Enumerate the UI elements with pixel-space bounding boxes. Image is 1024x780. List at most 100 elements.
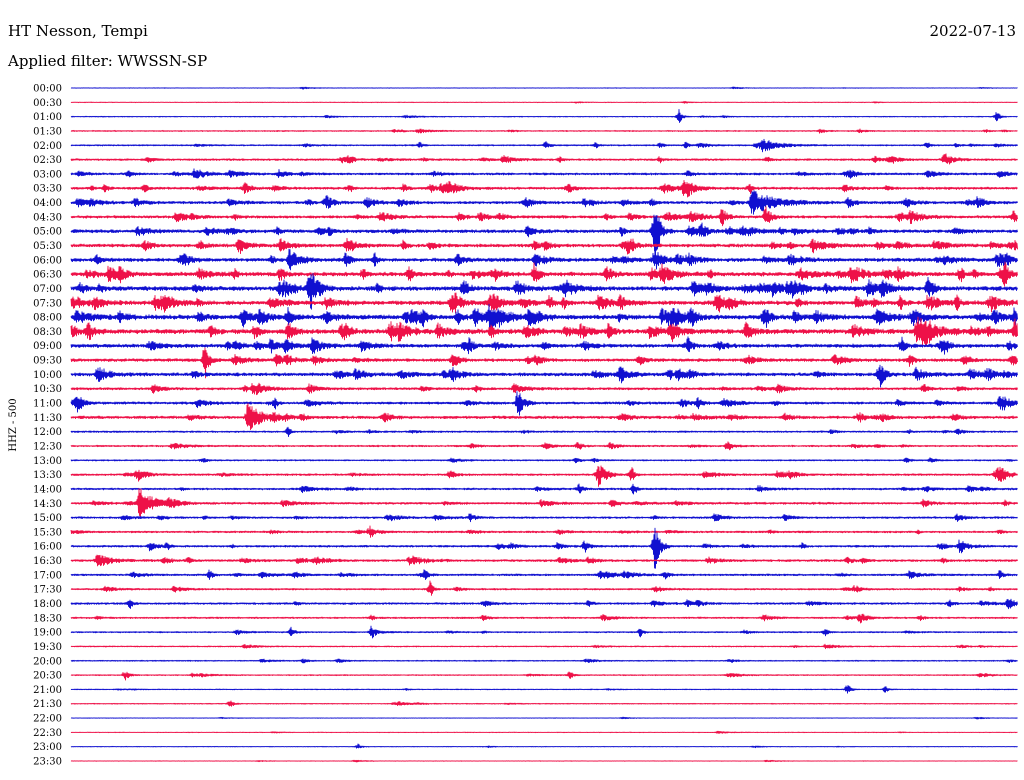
y-axis-label: HHZ - 500 — [8, 398, 19, 451]
trace-line — [70, 730, 1018, 734]
row-time-label: 15:30 — [33, 527, 62, 538]
row-time-label: 04:30 — [33, 212, 62, 223]
row-time-label: 09:00 — [33, 341, 62, 352]
trace-line — [70, 273, 1018, 310]
trace-line — [70, 364, 1018, 388]
trace-line — [70, 316, 1018, 347]
seismic-traces — [70, 86, 1018, 763]
trace-line — [70, 347, 1018, 379]
trace-line — [70, 382, 1018, 396]
row-time-label: 20:00 — [33, 656, 62, 667]
trace-line — [70, 248, 1018, 271]
row-time-label: 06:00 — [33, 255, 62, 266]
row-time-label: 16:30 — [33, 556, 62, 567]
row-time-label: 17:30 — [33, 585, 62, 596]
trace-line — [70, 168, 1018, 179]
trace-line — [70, 391, 1018, 416]
trace-line — [70, 613, 1018, 624]
row-time-label: 01:00 — [33, 112, 62, 123]
row-time-label: 01:30 — [33, 127, 62, 138]
trace-line — [70, 237, 1018, 255]
row-time-label: 07:30 — [33, 298, 62, 309]
trace-line — [70, 488, 1018, 518]
row-time-label: 00:00 — [33, 84, 62, 95]
trace-line — [70, 580, 1018, 596]
trace-line — [70, 214, 1018, 260]
row-time-label: 16:00 — [33, 542, 62, 553]
trace-line — [70, 643, 1018, 650]
date-label: 2022-07-13 — [930, 22, 1016, 40]
row-time-label: 11:30 — [33, 413, 62, 424]
row-time-label: 15:00 — [33, 513, 62, 524]
trace-line — [70, 658, 1018, 664]
trace-line — [70, 303, 1018, 333]
trace-line — [70, 190, 1018, 215]
trace-line — [70, 759, 1018, 763]
trace-line — [70, 138, 1018, 153]
trace-line — [70, 465, 1018, 487]
trace-line — [70, 457, 1018, 464]
trace-line — [70, 483, 1018, 495]
row-time-label: 13:30 — [33, 470, 62, 481]
trace-line — [70, 625, 1018, 639]
trace-line — [70, 527, 1018, 569]
trace-line — [70, 292, 1018, 314]
trace-line — [70, 441, 1018, 451]
row-time-label: 09:30 — [33, 356, 62, 367]
filter-label: Applied filter: WWSSN-SP — [7, 52, 207, 70]
trace-line — [70, 403, 1018, 431]
row-time-label: 14:00 — [33, 484, 62, 495]
trace-line — [70, 513, 1018, 523]
trace-line — [70, 598, 1018, 610]
row-time-label: 14:30 — [33, 499, 62, 510]
row-time-label: 19:00 — [33, 628, 62, 639]
trace-line — [70, 109, 1018, 123]
row-time-label: 08:00 — [33, 313, 62, 324]
row-time-label: 02:30 — [33, 155, 62, 166]
row-time-label: 03:00 — [33, 169, 62, 180]
row-time-label: 07:00 — [33, 284, 62, 295]
trace-line — [70, 86, 1018, 90]
row-time-label: 17:00 — [33, 570, 62, 581]
row-time-label: 20:30 — [33, 671, 62, 682]
row-time-label: 08:30 — [33, 327, 62, 338]
row-time-label: 05:30 — [33, 241, 62, 252]
trace-line — [70, 206, 1018, 227]
row-time-label: 11:00 — [33, 399, 62, 410]
row-time-label: 02:00 — [33, 141, 62, 152]
trace-line — [70, 128, 1018, 134]
trace-line — [70, 426, 1018, 438]
trace-line — [70, 336, 1018, 355]
row-time-label: 22:30 — [33, 728, 62, 739]
row-time-label: 10:30 — [33, 384, 62, 395]
station-title: HT Nesson, Tempi — [8, 22, 148, 40]
row-time-label: 13:00 — [33, 456, 62, 467]
trace-line — [70, 700, 1018, 707]
trace-line — [70, 525, 1018, 538]
trace-line — [70, 685, 1018, 694]
row-time-label: 23:00 — [33, 742, 62, 753]
trace-line — [70, 153, 1018, 165]
row-time-label: 12:00 — [33, 427, 62, 438]
row-time-label: 19:30 — [33, 642, 62, 653]
row-time-label: 21:30 — [33, 699, 62, 710]
row-time-label: 03:30 — [33, 184, 62, 195]
trace-line — [70, 671, 1018, 681]
row-time-label: 06:30 — [33, 270, 62, 281]
trace-line — [70, 180, 1018, 198]
row-time-label: 00:30 — [33, 98, 62, 109]
row-time-label: 05:00 — [33, 227, 62, 238]
row-time-label: 21:00 — [33, 685, 62, 696]
trace-line — [70, 716, 1018, 720]
trace-line — [70, 743, 1018, 749]
row-time-label: 04:00 — [33, 198, 62, 209]
trace-line — [70, 100, 1018, 104]
row-time-label: 18:00 — [33, 599, 62, 610]
row-time-label: 22:00 — [33, 714, 62, 725]
trace-line — [70, 569, 1018, 581]
row-time-label: 10:00 — [33, 370, 62, 381]
row-time-labels: 00:00 00:30 01:00 01:30 02:00 02:30 03:00 03:30… — [33, 84, 62, 768]
row-time-label: 18:30 — [33, 613, 62, 624]
